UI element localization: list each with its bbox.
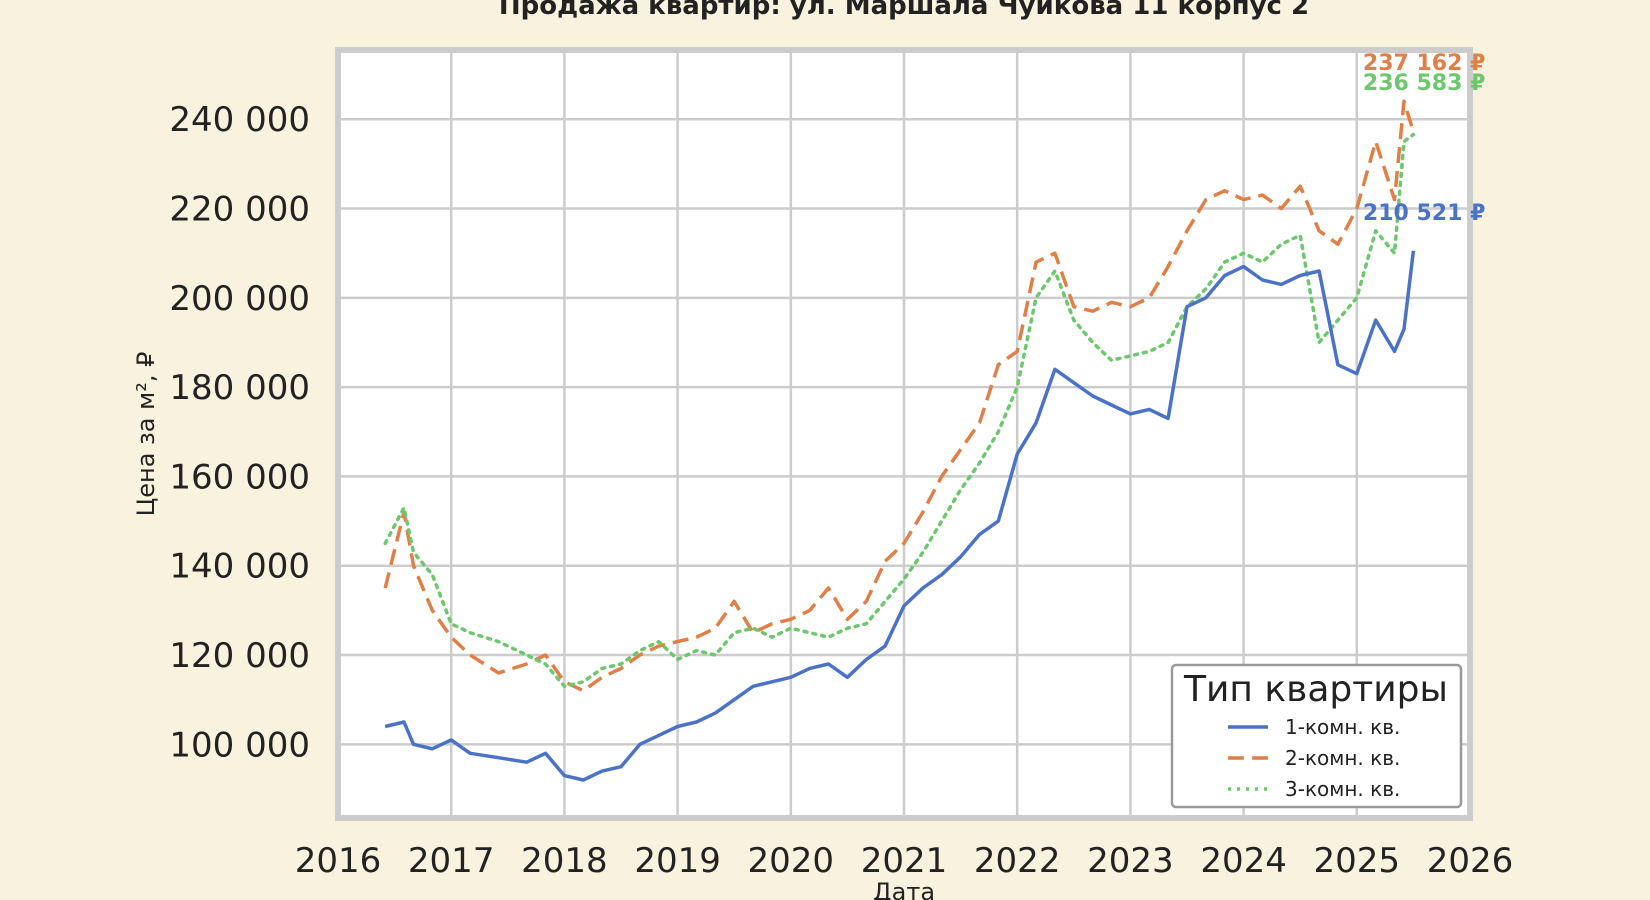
end-labels: 210 521 ₽ 237 162 ₽236 583 ₽	[1363, 51, 1485, 226]
y-tick-label: 100 000	[169, 725, 310, 765]
x-tick-label: 2026	[1427, 841, 1514, 881]
legend-label-3-room: 3-комн. кв.	[1285, 777, 1400, 801]
x-tick-label: 2016	[295, 841, 382, 881]
series-line-3-room	[383, 132, 1416, 689]
y-tick-label: 140 000	[169, 547, 310, 587]
x-tick-label: 2017	[408, 841, 495, 881]
y-tick-label: 120 000	[169, 636, 310, 676]
x-tick-label: 2020	[748, 841, 835, 881]
x-tick-label: 2025	[1314, 841, 1401, 881]
series-line-1-room	[384, 250, 1416, 782]
x-tick-label: 2021	[861, 841, 948, 881]
y-tick-label: 220 000	[169, 190, 310, 230]
x-tick-label: 2022	[974, 841, 1061, 881]
x-tick-label: 2024	[1200, 841, 1287, 881]
y-axis-ticks: 100 000 120 000 140 000 160 000 180 000 200 0…	[169, 100, 310, 765]
x-tick-label: 2023	[1087, 841, 1174, 881]
x-tick-label: 2019	[634, 841, 721, 881]
series-lines	[383, 99, 1416, 782]
y-tick-label: 180 000	[169, 368, 310, 408]
x-tick-label: 2018	[521, 841, 608, 881]
end-label-3-room: 236 583 ₽	[1363, 71, 1485, 96]
legend: Тип квартиры 1-комн. кв. 2-комн. кв. 3-к…	[1170, 663, 1463, 809]
legend-title: Тип квартиры	[1183, 669, 1448, 710]
series-line-2-room	[383, 99, 1416, 693]
y-tick-label: 240 000	[169, 100, 310, 140]
x-axis-ticks: 2016 2017 2018 2019 2020 2021 2022 2023 2024 2025…	[295, 841, 1514, 881]
y-tick-label: 160 000	[169, 457, 310, 497]
end-label-2-room: 237 162 ₽	[1363, 51, 1485, 76]
legend-label-2-room: 2-комн. кв.	[1285, 746, 1400, 770]
y-axis-title: Цена за м², ₽	[132, 352, 160, 517]
end-label-1-room: 210 521 ₽	[1363, 201, 1485, 226]
chart-title: Продажа квартир: ул. Маршала Чуйкова 11 …	[499, 0, 1309, 21]
y-tick-label: 200 000	[169, 279, 310, 319]
x-axis-title: Дата	[873, 878, 935, 900]
legend-box	[1170, 663, 1463, 809]
legend-label-1-room: 1-комн. кв.	[1285, 715, 1400, 739]
